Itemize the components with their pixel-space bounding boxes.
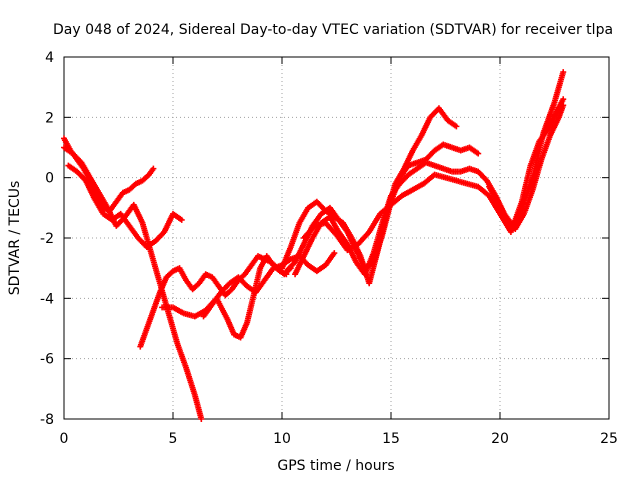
series-2 xyxy=(65,162,185,251)
data-point xyxy=(560,102,567,109)
y-tick-label: 2 xyxy=(45,110,54,126)
x-tick-label: 20 xyxy=(491,431,509,447)
y-tick-label: -8 xyxy=(40,412,54,428)
y-tick-label: 0 xyxy=(45,171,54,187)
axis-ticks: 0 5 10 15 20 25 -8 -6 -4 -2 0 2 4 xyxy=(40,50,618,447)
x-tick-label: 5 xyxy=(169,431,178,447)
data-marks xyxy=(61,69,567,422)
x-tick-label: 15 xyxy=(382,431,400,447)
y-tick-label: -4 xyxy=(40,291,54,307)
data-point xyxy=(560,96,567,103)
y-axis-label: SDTVAR / TECUs xyxy=(7,181,23,296)
y-tick-label: -2 xyxy=(40,231,54,247)
y-tick-label: -6 xyxy=(40,352,54,368)
data-point xyxy=(560,69,567,76)
series-5 xyxy=(200,250,338,320)
data-point xyxy=(331,250,338,257)
data-point xyxy=(453,123,460,130)
series-0 xyxy=(61,135,157,214)
x-axis-label: GPS time / hours xyxy=(277,458,394,474)
x-tick-label: 0 xyxy=(60,431,69,447)
y-tick-label: 4 xyxy=(45,50,54,66)
chart-title: Day 048 of 2024, Sidereal Day-to-day VTE… xyxy=(53,22,613,38)
data-point xyxy=(178,216,185,223)
data-point xyxy=(150,165,157,172)
x-tick-label: 25 xyxy=(600,431,618,447)
data-point xyxy=(475,150,482,157)
series-7 xyxy=(283,141,482,275)
series-10 xyxy=(486,102,567,232)
x-tick-label: 10 xyxy=(273,431,291,447)
data-point xyxy=(198,416,205,422)
